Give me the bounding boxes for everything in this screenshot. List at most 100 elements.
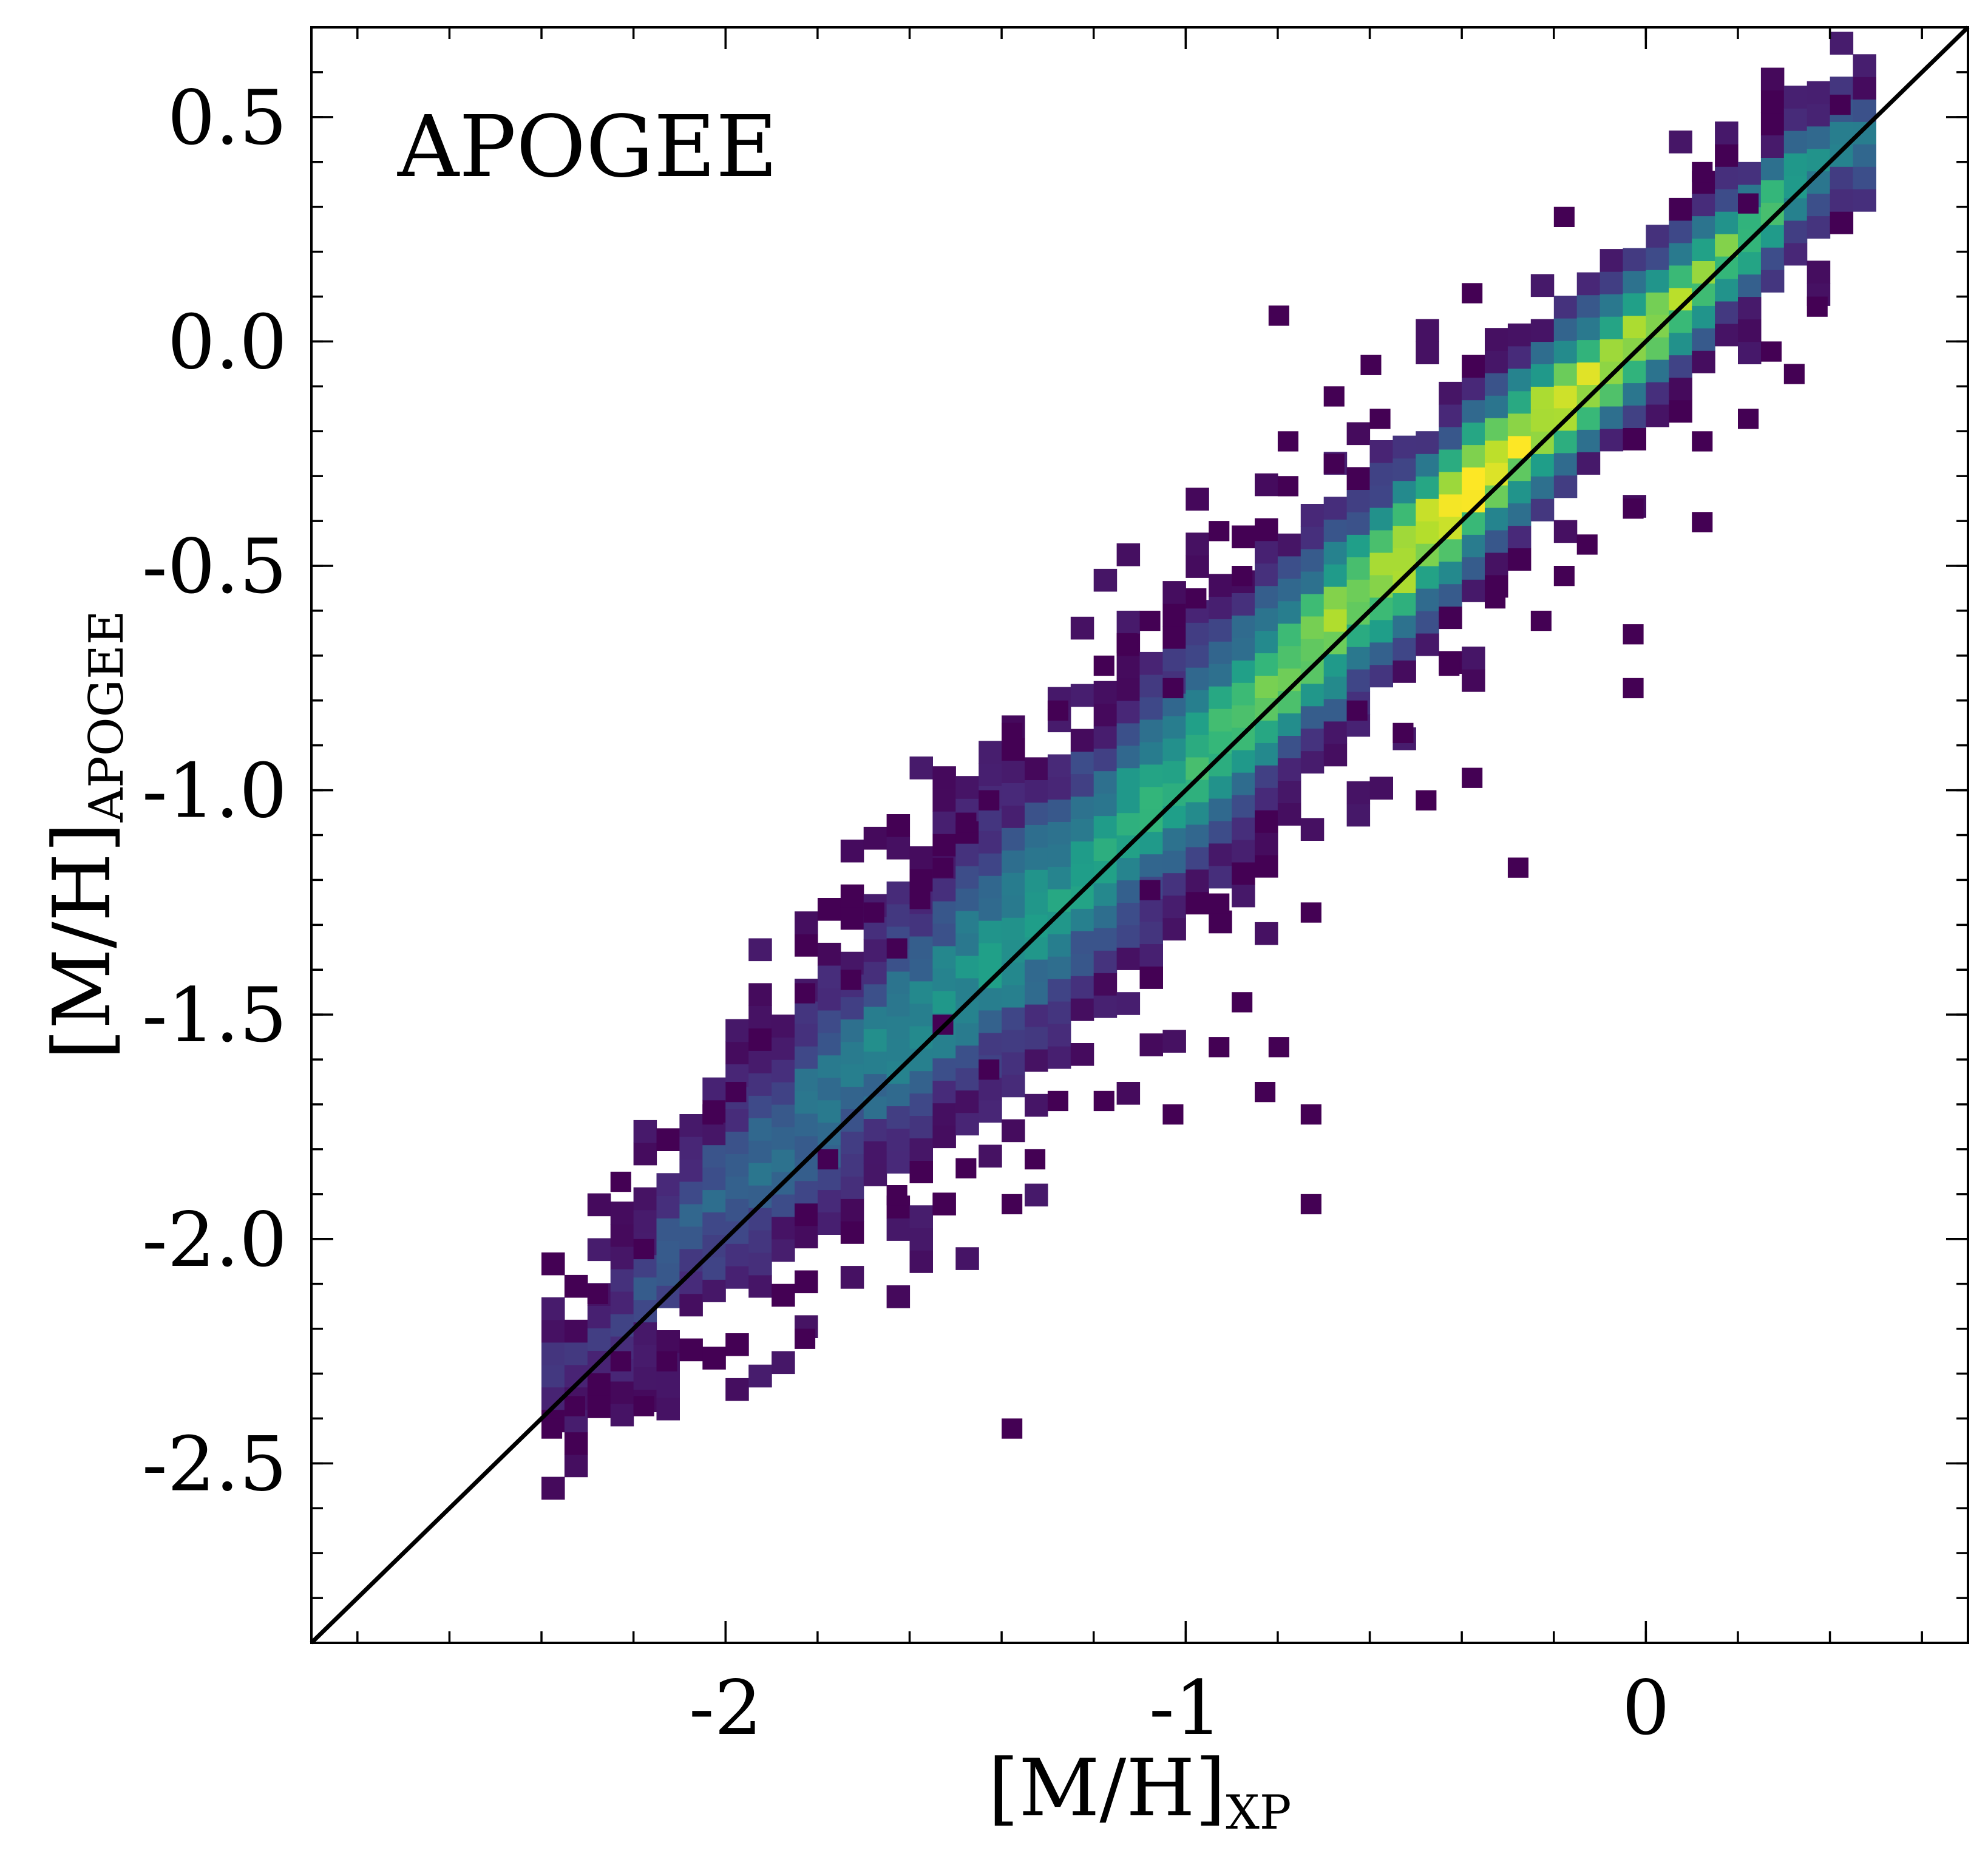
heatmap-outlier-bin	[955, 1158, 977, 1178]
heatmap-bin	[1715, 323, 1739, 347]
heatmap-bin	[1507, 458, 1532, 481]
heatmap-bin	[886, 1016, 911, 1039]
heatmap-outlier-bin	[1268, 305, 1289, 326]
heatmap-bin	[1462, 355, 1485, 378]
heatmap-bin	[1025, 757, 1048, 780]
heatmap-bin	[1093, 748, 1118, 772]
heatmap-outlier-bin	[1760, 341, 1782, 362]
heatmap-bin	[1369, 440, 1393, 463]
heatmap-bin	[541, 1342, 565, 1365]
heatmap-bin	[679, 1114, 703, 1137]
heatmap-bin	[1416, 454, 1439, 477]
heatmap-bin	[1277, 645, 1301, 669]
heatmap-outlier-bin	[1830, 94, 1851, 115]
heatmap-bin	[1025, 892, 1048, 915]
heatmap-bin	[1416, 341, 1439, 364]
heatmap-bin	[679, 1338, 703, 1362]
heatmap-bin	[909, 1115, 933, 1139]
heatmap-bin	[1485, 552, 1508, 576]
heatmap-bin	[1715, 144, 1739, 167]
heatmap-bin	[587, 1373, 611, 1396]
heatmap-bin	[1669, 377, 1692, 401]
heatmap-outlier-bin	[1462, 283, 1483, 304]
heatmap-bin	[725, 1378, 749, 1401]
heatmap-bin	[979, 1099, 1002, 1123]
heatmap-bin	[1232, 637, 1255, 661]
y-tick-label: 0.5	[168, 75, 287, 162]
heatmap-bin	[1439, 449, 1462, 472]
heatmap-bin	[679, 1137, 703, 1160]
heatmap-bin	[1116, 925, 1141, 948]
heatmap-bin	[1439, 583, 1462, 607]
heatmap-bin	[1232, 817, 1255, 840]
heatmap-bin	[1070, 998, 1094, 1021]
heatmap-bin	[1070, 953, 1094, 976]
heatmap-bin	[1209, 843, 1232, 866]
heatmap-bin	[725, 1131, 749, 1154]
heatmap-outlier-bin	[1623, 624, 1644, 645]
heatmap-bin	[748, 1005, 772, 1028]
heatmap-bin	[1209, 641, 1232, 664]
heatmap-bin	[702, 1167, 726, 1191]
heatmap-bin	[1116, 745, 1141, 769]
heatmap-bin	[1255, 653, 1278, 676]
heatmap-bin	[1623, 248, 1646, 271]
heatmap-bin	[886, 1150, 911, 1174]
heatmap-bin	[955, 866, 979, 889]
heatmap-bin	[1623, 338, 1646, 361]
heatmap-bin	[1760, 135, 1785, 158]
heatmap-bin	[1070, 1043, 1094, 1066]
heatmap-bin	[1255, 832, 1278, 855]
heatmap-bin	[1393, 593, 1416, 616]
heatmap-bin	[1393, 570, 1416, 593]
heatmap-bin	[955, 1090, 979, 1113]
heatmap-bin	[1530, 409, 1555, 432]
y-axis-title: [M/H]APOGEE	[36, 610, 134, 1060]
heatmap-bin	[1255, 720, 1278, 743]
heatmap-bin	[725, 1176, 749, 1199]
heatmap-bin	[748, 1140, 772, 1163]
heatmap-bin	[1047, 799, 1071, 822]
heatmap-outlier-bin	[1439, 655, 1460, 676]
heatmap-bin	[1116, 722, 1141, 746]
heatmap-bin	[1047, 956, 1071, 979]
heatmap-bin	[1255, 765, 1278, 788]
heatmap-outlier-bin	[1462, 767, 1483, 788]
heatmap-bin	[587, 1193, 611, 1217]
heatmap-bin	[1783, 242, 1808, 266]
heatmap-bin	[795, 1090, 818, 1114]
heatmap-bin	[1530, 386, 1555, 409]
heatmap-bin	[1186, 801, 1209, 825]
heatmap-bin	[1002, 984, 1025, 1008]
heatmap-bin	[1416, 431, 1439, 454]
heatmap-bin	[1646, 337, 1669, 360]
heatmap-bin	[656, 1218, 680, 1241]
heatmap-bin	[1232, 839, 1255, 863]
heatmap-bin	[1323, 519, 1348, 542]
heatmap-bin	[909, 1070, 933, 1094]
heatmap-outlier-bin	[1186, 588, 1207, 609]
heatmap-bin	[1300, 504, 1325, 527]
heatmap-bin	[1255, 855, 1278, 878]
heatmap-bin	[1692, 305, 1715, 328]
x-tick-label: -1	[1149, 1665, 1223, 1752]
y-tick-label: -2.0	[142, 1197, 287, 1284]
heatmap-outlier-bin	[1553, 566, 1575, 586]
heatmap-bin	[1186, 779, 1209, 803]
heatmap-bin	[1485, 440, 1508, 463]
heatmap-bin	[1669, 131, 1692, 154]
heatmap-bin	[1669, 265, 1692, 288]
heatmap-bin	[1853, 189, 1876, 212]
heatmap-bin	[909, 846, 933, 869]
heatmap-bin	[795, 1270, 818, 1294]
heatmap-bin	[1600, 339, 1624, 362]
heatmap-bin	[1507, 525, 1532, 549]
heatmap-bin	[1346, 557, 1371, 580]
heatmap-outlier-bin	[1623, 498, 1644, 519]
heatmap-bin	[932, 1058, 956, 1081]
heatmap-bin	[955, 1247, 979, 1270]
heatmap-bin	[979, 808, 1002, 831]
heatmap-bin	[656, 1330, 680, 1353]
heatmap-bin	[1139, 943, 1163, 967]
heatmap-bin	[1369, 642, 1393, 665]
